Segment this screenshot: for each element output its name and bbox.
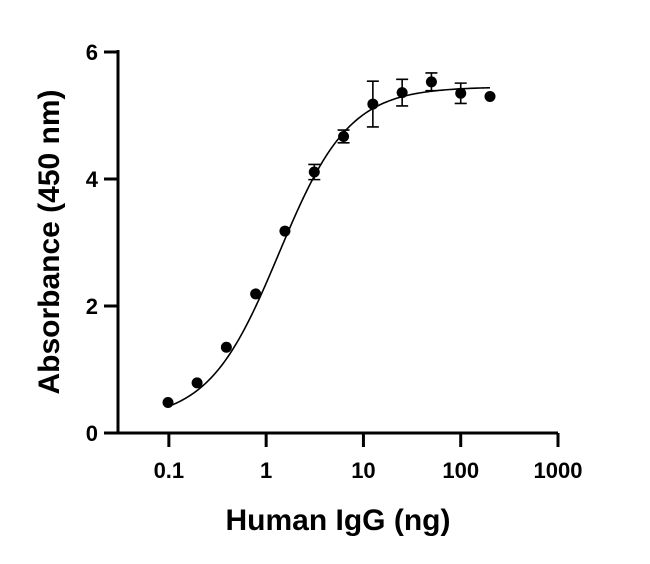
- data-point: [191, 377, 203, 389]
- plot-area: 0 2 4 6 0.1 1 10 100 1000: [86, 40, 583, 483]
- data-point: [162, 397, 174, 409]
- data-point: [396, 87, 408, 99]
- data-point: [367, 98, 379, 110]
- x-tick-label: 1000: [534, 458, 583, 483]
- y-tick-label: 2: [86, 294, 98, 319]
- fit-curve: [167, 86, 491, 408]
- error-bars: [308, 72, 467, 181]
- y-tick-label: 4: [86, 167, 99, 192]
- data-point: [455, 87, 467, 99]
- y-tick-label: 0: [86, 421, 98, 446]
- data-point: [308, 166, 320, 178]
- x-axis-title: Human IgG (ng): [226, 504, 451, 537]
- x-tick-label: 1: [260, 458, 272, 483]
- y-axis-ticks: 0 2 4 6: [86, 40, 118, 446]
- data-point: [220, 341, 232, 353]
- data-point: [425, 76, 437, 88]
- y-axis-title: Absorbance (450 nm): [33, 89, 66, 394]
- data-point: [484, 90, 496, 102]
- x-tick-label: 10: [351, 458, 375, 483]
- x-axis-ticks: 0.1 1 10 100 1000: [154, 433, 583, 483]
- data-points: [162, 76, 496, 409]
- x-tick-label: 100: [442, 458, 479, 483]
- data-point: [338, 130, 350, 142]
- data-point: [250, 288, 262, 300]
- y-tick-label: 6: [86, 40, 98, 65]
- x-tick-label: 0.1: [154, 458, 185, 483]
- data-point: [279, 225, 291, 237]
